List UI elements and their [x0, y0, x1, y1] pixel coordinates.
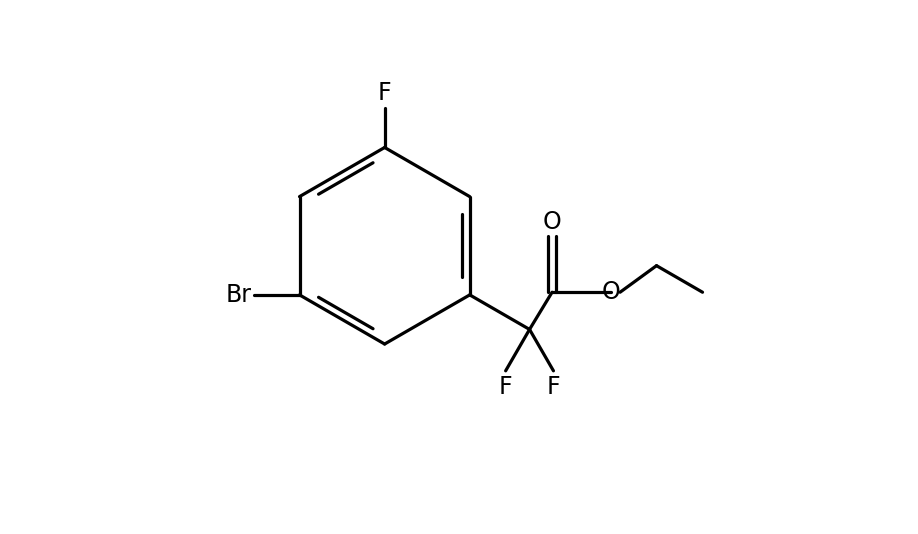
Text: O: O — [543, 210, 562, 234]
Text: F: F — [546, 375, 560, 399]
Text: O: O — [601, 280, 620, 304]
Text: F: F — [498, 375, 512, 399]
Text: F: F — [378, 81, 391, 105]
Text: Br: Br — [226, 283, 252, 307]
